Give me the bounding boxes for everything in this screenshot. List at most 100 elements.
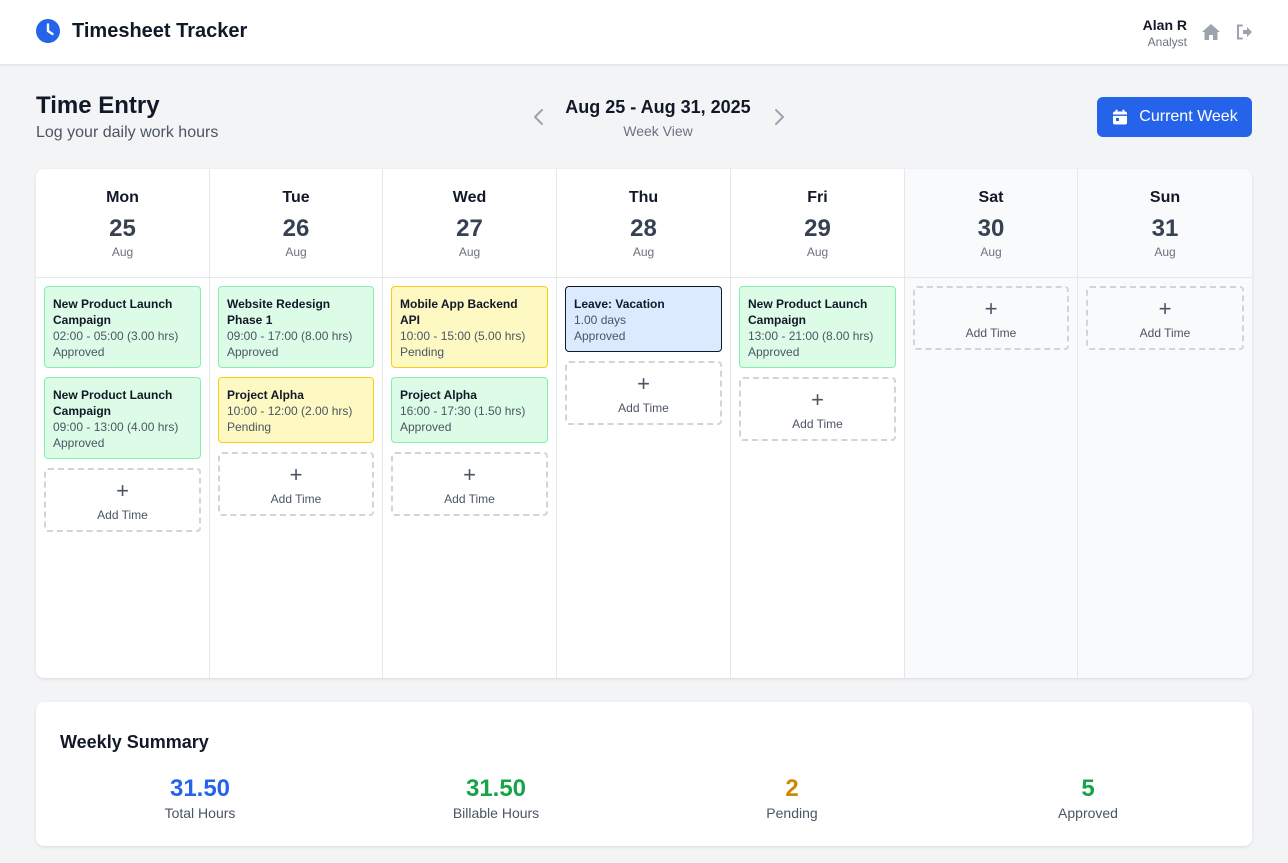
stat-pending: 2 Pending: [692, 775, 892, 821]
day-number: 29: [804, 215, 831, 242]
add-time-label: Add Time: [270, 492, 322, 506]
add-time-button[interactable]: + Add Time: [1086, 286, 1244, 350]
current-week-label: Current Week: [1139, 108, 1238, 125]
day-column-sat: Sat 30 Aug + Add Time: [905, 169, 1078, 678]
day-column-fri: Fri 29 Aug New Product Launch Campaign 13:00…: [731, 169, 905, 678]
add-time-button[interactable]: + Add Time: [44, 468, 201, 532]
add-time-label: Add Time: [792, 417, 843, 431]
user-info: Alan R Analyst: [1143, 16, 1187, 50]
day-name: Sun: [1149, 189, 1181, 206]
entry-status: Pending: [227, 420, 272, 434]
time-entry-card[interactable]: Project Alpha 10:00 - 12:00 (2.00 hrs) Pen…: [218, 377, 374, 443]
weekly-summary: Weekly Summary 31.50 Total Hours 31.50 B…: [36, 702, 1252, 846]
day-header: Mon 25 Aug: [36, 169, 209, 278]
day-month: Aug: [980, 245, 1002, 259]
day-entries: New Product Launch Campaign 13:00 - 21:00…: [731, 278, 904, 449]
day-entries: + Add Time: [1078, 278, 1252, 358]
add-time-button[interactable]: + Add Time: [739, 377, 896, 441]
stat-approved: 5 Approved: [988, 775, 1188, 821]
logout-icon[interactable]: [1234, 22, 1254, 42]
day-entries: Website Redesign Phase 1 09:00 - 17:00 (8…: [210, 278, 382, 524]
day-month: Aug: [111, 245, 134, 259]
chevron-left-icon[interactable]: [527, 105, 551, 129]
plus-icon: +: [116, 478, 129, 503]
week-view-label: Week View: [623, 123, 693, 139]
day-column-sun: Sun 31 Aug + Add Time: [1078, 169, 1252, 678]
plus-icon: +: [1158, 296, 1172, 321]
day-month: Aug: [1154, 245, 1176, 259]
current-week-button[interactable]: Current Week: [1097, 97, 1252, 137]
add-time-label: Add Time: [444, 492, 495, 506]
time-entry-card[interactable]: Project Alpha 16:00 - 17:30 (1.50 hrs) App…: [391, 377, 548, 443]
day-month: Aug: [458, 245, 481, 259]
add-time-label: Add Time: [965, 326, 1017, 340]
add-time-label: Add Time: [1139, 326, 1191, 340]
plus-icon: +: [811, 387, 824, 412]
day-header: Wed 27 Aug: [383, 169, 556, 278]
entry-status: Approved: [227, 345, 279, 359]
day-header: Sun 31 Aug: [1078, 169, 1252, 278]
day-number: 25: [109, 215, 136, 242]
calendar-icon: [1113, 109, 1128, 125]
stat-value: 31.50: [169, 775, 231, 802]
user-role: Analyst: [1147, 35, 1187, 49]
stat-label: Approved: [1058, 805, 1118, 821]
entry-title: New Product Launch Campaign: [748, 297, 868, 327]
top-bar: Timesheet Tracker Alan R Analyst: [0, 0, 1288, 65]
time-entry-card[interactable]: New Product Launch Campaign 09:00 - 13:00…: [44, 377, 201, 459]
time-entry-card[interactable]: Website Redesign Phase 1 09:00 - 17:00 (8…: [218, 286, 374, 368]
add-time-button[interactable]: + Add Time: [913, 286, 1069, 350]
home-icon[interactable]: [1201, 22, 1221, 42]
day-name: Tue: [282, 189, 310, 206]
entry-status: Approved: [400, 420, 452, 434]
entry-title: Website Redesign Phase 1: [227, 297, 331, 327]
user-name: Alan R: [1142, 17, 1187, 33]
time-entry-card[interactable]: New Product Launch Campaign 02:00 - 05:00…: [44, 286, 201, 368]
day-header: Sat 30 Aug: [905, 169, 1077, 278]
entry-time: 10:00 - 12:00 (2.00 hrs): [227, 404, 353, 418]
time-entry-card[interactable]: Mobile App Backend API 10:00 - 15:00 (5.0…: [391, 286, 548, 368]
entry-time: 16:00 - 17:30 (1.50 hrs): [400, 404, 526, 418]
entry-status: Approved: [53, 436, 105, 450]
app-title: Timesheet Tracker: [72, 19, 248, 42]
stat-value: 31.50: [465, 775, 527, 802]
add-time-button[interactable]: + Add Time: [218, 452, 374, 516]
day-month: Aug: [632, 245, 655, 259]
day-number: 27: [456, 215, 483, 242]
stat-label: Pending: [766, 805, 818, 821]
entry-time: 1.00 days: [574, 313, 627, 327]
summary-title: Weekly Summary: [60, 732, 209, 752]
week-range: Aug 25 - Aug 31, 2025: [565, 97, 751, 117]
entry-time: 09:00 - 17:00 (8.00 hrs): [227, 329, 353, 343]
plus-icon: +: [289, 462, 303, 487]
plus-icon: +: [984, 296, 998, 321]
brand: Timesheet Tracker: [36, 19, 247, 43]
entry-status: Approved: [574, 329, 626, 343]
day-header: Thu 28 Aug: [557, 169, 730, 278]
entry-time: 10:00 - 15:00 (5.00 hrs): [400, 329, 526, 343]
day-column-mon: Mon 25 Aug New Product Launch Campaign 02:00…: [36, 169, 210, 678]
chevron-right-icon[interactable]: [767, 105, 791, 129]
day-number: 30: [977, 215, 1005, 242]
add-time-label: Add Time: [97, 508, 148, 522]
stat-value: 2: [785, 775, 799, 802]
entry-status: Pending: [400, 345, 445, 359]
day-name: Mon: [106, 189, 139, 206]
day-header: Fri 29 Aug: [731, 169, 904, 278]
stat-billable-hours: 31.50 Billable Hours: [396, 775, 596, 821]
time-entry-card[interactable]: Leave: Vacation 1.00 days Approved: [565, 286, 722, 352]
entry-time: 13:00 - 21:00 (8.00 hrs): [748, 329, 874, 343]
day-entries: Mobile App Backend API 10:00 - 15:00 (5.0…: [383, 278, 556, 524]
day-number: 31: [1151, 215, 1179, 242]
clock-icon: [36, 19, 60, 43]
page-subtitle: Log your daily work hours: [36, 124, 219, 141]
day-name: Wed: [452, 189, 487, 206]
day-month: Aug: [285, 245, 307, 259]
time-entry-card[interactable]: New Product Launch Campaign 13:00 - 21:00…: [739, 286, 896, 368]
entry-title: Mobile App Backend API: [400, 297, 518, 327]
stat-total-hours: 31.50 Total Hours: [100, 775, 300, 821]
week-calendar: Mon 25 Aug New Product Launch Campaign 02:00…: [36, 169, 1252, 678]
stat-value: 5: [1081, 775, 1095, 802]
add-time-button[interactable]: + Add Time: [391, 452, 548, 516]
add-time-button[interactable]: + Add Time: [565, 361, 722, 425]
